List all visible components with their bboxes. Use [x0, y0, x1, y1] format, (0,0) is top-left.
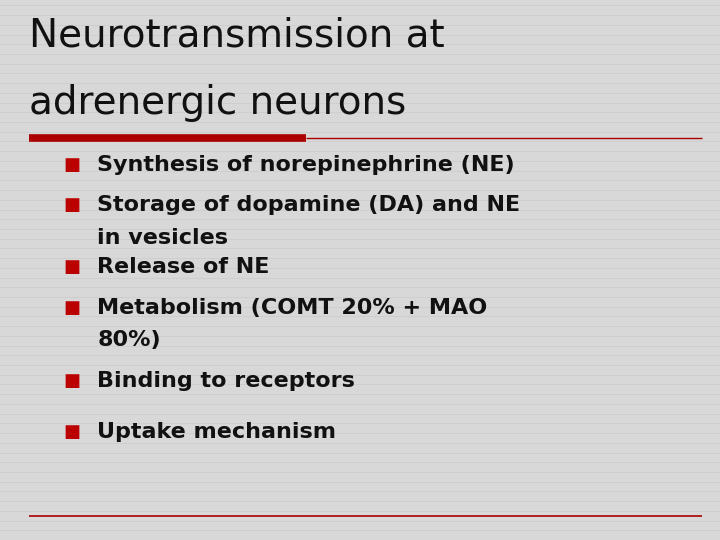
Text: ■: ■: [63, 372, 81, 390]
Text: Metabolism (COMT 20% + MAO: Metabolism (COMT 20% + MAO: [97, 298, 487, 318]
Text: Release of NE: Release of NE: [97, 257, 269, 278]
Text: Binding to receptors: Binding to receptors: [97, 370, 355, 391]
Text: adrenergic neurons: adrenergic neurons: [29, 84, 406, 122]
Text: 80%): 80%): [97, 330, 161, 350]
Text: ■: ■: [63, 299, 81, 317]
Text: Storage of dopamine (DA) and NE: Storage of dopamine (DA) and NE: [97, 195, 521, 215]
Text: ■: ■: [63, 156, 81, 174]
Text: Synthesis of norepinephrine (NE): Synthesis of norepinephrine (NE): [97, 154, 515, 175]
Text: ■: ■: [63, 423, 81, 441]
Text: in vesicles: in vesicles: [97, 227, 228, 248]
Text: Neurotransmission at: Neurotransmission at: [29, 16, 444, 54]
Text: ■: ■: [63, 258, 81, 276]
Text: Uptake mechanism: Uptake mechanism: [97, 422, 336, 442]
Text: ■: ■: [63, 196, 81, 214]
